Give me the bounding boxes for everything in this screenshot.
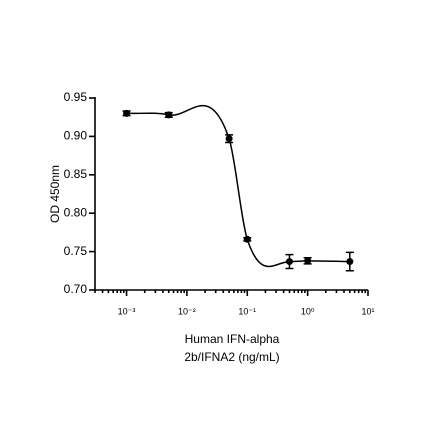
point xyxy=(225,135,233,143)
y-tick-label: 0.70 xyxy=(64,282,88,296)
y-tick-label: 0.75 xyxy=(64,244,88,258)
y-tick-label: 0.80 xyxy=(64,205,88,219)
point xyxy=(123,109,131,117)
y-tick-label: 0.85 xyxy=(64,167,88,181)
x-tick-label: 10¹ xyxy=(361,306,374,316)
x-tick-label: 10⁻² xyxy=(178,306,196,316)
x-tick-label: 10⁻¹ xyxy=(238,306,256,316)
point xyxy=(285,258,293,266)
x-tick-label: 10⁰ xyxy=(301,306,315,316)
point xyxy=(346,258,354,266)
y-axis-title: OD 450nm xyxy=(48,165,62,223)
y-tick-label: 0.95 xyxy=(64,90,88,104)
point xyxy=(165,111,173,119)
x-axis-title: Human IFN-alpha xyxy=(185,332,280,346)
fit-curve xyxy=(126,104,350,268)
point xyxy=(243,235,251,243)
x-tick-label: 10⁻³ xyxy=(118,306,136,316)
x-axis-title: 2b/IFNA2 (ng/mL) xyxy=(184,350,279,364)
point xyxy=(304,257,312,265)
y-tick-label: 0.90 xyxy=(64,129,88,143)
